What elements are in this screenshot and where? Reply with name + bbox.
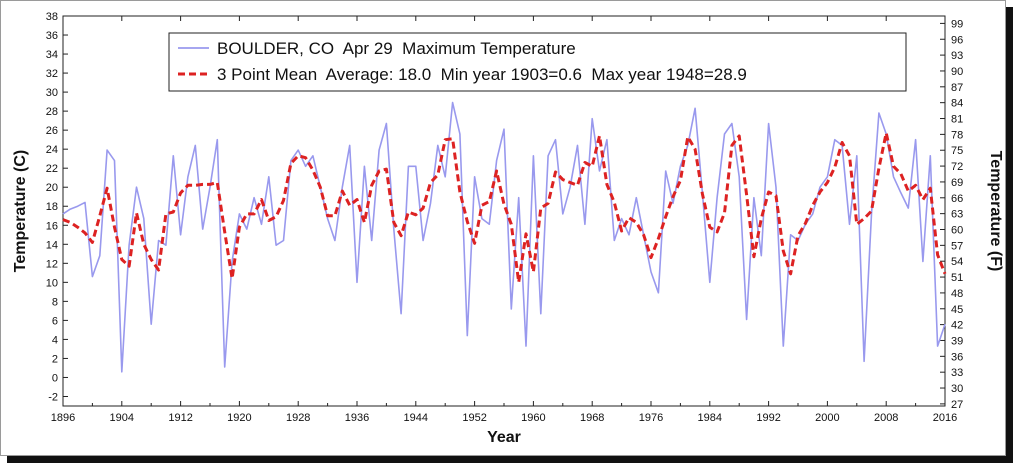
x-tick-label: 2000 (815, 412, 839, 424)
x-tick-label: 1952 (462, 412, 486, 424)
y-right-tick-label: 75 (951, 145, 963, 157)
y-tick-label: 20 (46, 182, 58, 194)
x-tick-label: 1976 (639, 412, 663, 424)
y-right-tick-label: 72 (951, 161, 963, 173)
x-tick-label: 1960 (521, 412, 545, 424)
legend-box (168, 32, 907, 92)
x-tick-label: 1968 (580, 412, 604, 424)
y-right-tick-label: 69 (951, 177, 963, 189)
y-right-tick-label: 45 (951, 304, 963, 316)
y-right-tick-label: 99 (951, 18, 963, 30)
y-right-tick-label: 30 (951, 383, 963, 395)
y-right-tick-label: 57 (951, 240, 963, 252)
y-tick-label: 24 (46, 144, 58, 156)
y-axis-label: Temperature (C) (12, 150, 29, 272)
y-right-tick-label: 96 (951, 34, 963, 46)
x-tick-label: 2008 (874, 412, 898, 424)
y-tick-label: 18 (46, 201, 58, 213)
y-axis-label-right: Temperature (F) (987, 151, 1004, 272)
y-right-tick-label: 93 (951, 50, 963, 62)
y-right-tick-label: 84 (951, 98, 963, 110)
y-right-tick-label: 33 (951, 367, 963, 379)
x-tick-label: 1920 (227, 412, 251, 424)
y-tick-label: 38 (46, 11, 58, 23)
x-tick-label: 1896 (51, 412, 75, 424)
y-tick-label: 16 (46, 220, 58, 232)
y-tick-label: 30 (46, 87, 58, 99)
y-tick-label: 34 (46, 49, 58, 61)
y-right-tick-label: 36 (951, 351, 963, 363)
y-tick-label: 26 (46, 125, 58, 137)
y-right-tick-label: 48 (951, 288, 963, 300)
y-right-tick-label: 27 (951, 399, 963, 411)
y-right-tick-label: 78 (951, 129, 963, 141)
y-tick-label: 2 (52, 353, 58, 365)
y-right-tick-label: 90 (951, 66, 963, 78)
x-tick-label: 1904 (110, 412, 134, 424)
y-tick-label: 8 (52, 296, 58, 308)
y-tick-label: 32 (46, 68, 58, 80)
y-tick-label: 36 (46, 30, 58, 42)
x-axis-label: Year (487, 429, 521, 446)
y-right-tick-label: 54 (951, 256, 963, 268)
y-right-tick-label: 63 (951, 209, 963, 221)
legend-label-max-temp: BOULDER, CO Apr 29 Maximum Temperature (217, 39, 576, 58)
y-tick-label: 22 (46, 163, 58, 175)
x-tick-label: 1936 (345, 412, 369, 424)
y-right-tick-label: 60 (951, 224, 963, 236)
x-tick-label: 1928 (286, 412, 310, 424)
y-tick-label: 4 (52, 334, 58, 346)
y-right-tick-label: 42 (951, 320, 963, 332)
y-tick-label: -2 (48, 391, 58, 403)
x-tick-label: 2016 (933, 412, 957, 424)
y-tick-label: 28 (46, 106, 58, 118)
y-right-tick-label: 81 (951, 114, 963, 126)
y-tick-label: 14 (46, 239, 58, 251)
x-tick-label: 1944 (404, 412, 428, 424)
x-tick-label: 1912 (168, 412, 192, 424)
y-right-tick-label: 66 (951, 193, 963, 205)
y-right-tick-label: 87 (951, 82, 963, 94)
y-right-tick-label: 39 (951, 335, 963, 347)
y-right-tick-label: 51 (951, 272, 963, 284)
x-tick-label: 1984 (698, 412, 722, 424)
y-tick-label: 0 (52, 372, 58, 384)
mean-series-line (62, 131, 947, 284)
y-tick-label: 10 (46, 277, 58, 289)
y-tick-label: 6 (52, 315, 58, 327)
chart-frame: 1896 1904 1912 1920 1928 1936 1944 1952 1960 1968… (0, 0, 1006, 456)
y-tick-label: 12 (46, 258, 58, 270)
legend-label-mean: 3 Point Mean Average: 18.0 Min year 1903… (217, 65, 747, 84)
line-chart: 1896 1904 1912 1920 1928 1936 1944 1952 1960 1968… (12, 11, 1004, 446)
x-tick-label: 1992 (756, 412, 780, 424)
